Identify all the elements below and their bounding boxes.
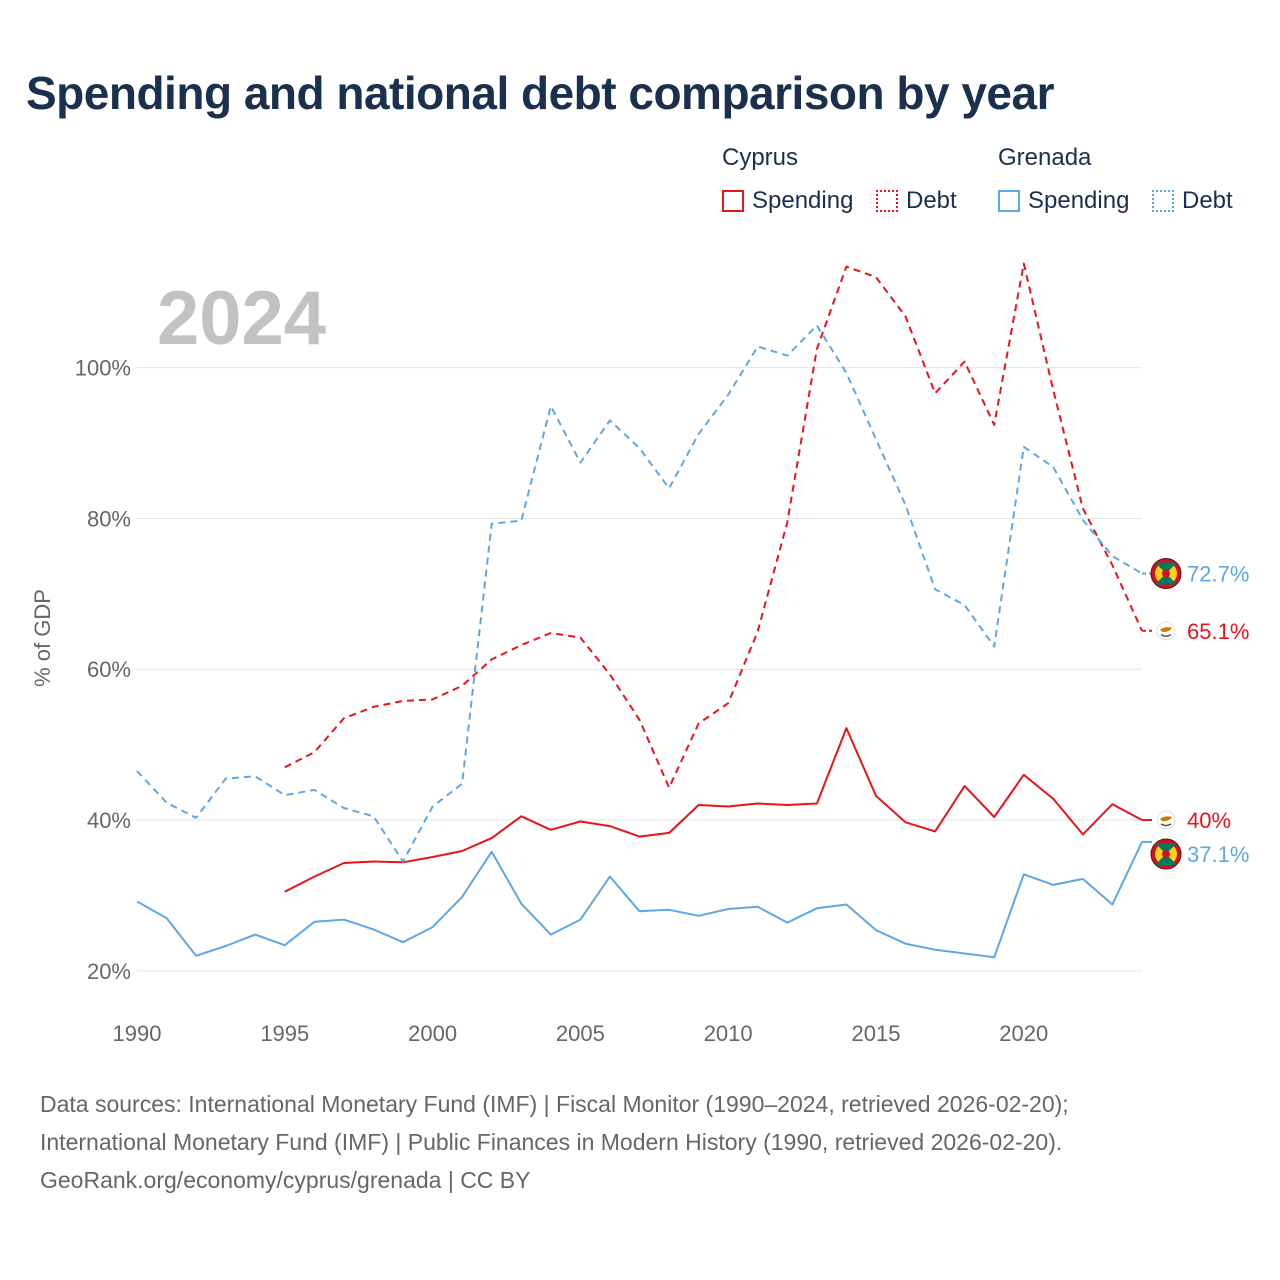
y-axis-label: % of GDP [30, 589, 55, 687]
cyprus-flag-icon [1156, 621, 1176, 641]
legend-label: Debt [906, 187, 957, 214]
gridlines [137, 367, 1142, 972]
y-axis-ticks: 20% 40% 60% 80% 100% [75, 356, 131, 984]
legend-label: Spending [1028, 187, 1130, 214]
legend-item-grenada-spending[interactable]: Spending [998, 186, 1129, 216]
legend-item-cyprus-spending[interactable]: Spending [722, 186, 853, 216]
grenada-flag-icon [1150, 557, 1182, 589]
end-value-label: 72.7% [1187, 561, 1249, 586]
legend-label: Spending [752, 187, 854, 214]
cyprus-flag-icon [1156, 810, 1176, 830]
series-lines [136, 262, 1152, 959]
end-value-label: 40% [1187, 808, 1231, 833]
legend-swatch-dotted-red [876, 190, 898, 212]
x-tick-label: 1990 [113, 1021, 162, 1046]
legend-item-cyprus-debt[interactable]: Debt [876, 186, 957, 216]
legend-label: Debt [1182, 187, 1233, 214]
x-tick-label: 2005 [556, 1021, 605, 1046]
legend-item-grenada-debt[interactable]: Debt [1152, 186, 1233, 216]
grenada-flag-icon [1150, 838, 1182, 870]
legend-swatch-dotted-blue [1152, 190, 1174, 212]
series-line-grenada-spending[interactable] [136, 841, 1143, 959]
end-value-label: 65.1% [1187, 619, 1249, 644]
y-tick-label: 60% [87, 657, 131, 682]
x-tick-label: 2015 [851, 1021, 900, 1046]
y-tick-label: 40% [87, 808, 131, 833]
footer-sources-line-1: Data sources: International Monetary Fun… [40, 1091, 1069, 1117]
year-watermark: 2024 [157, 276, 326, 361]
x-tick-label: 2010 [704, 1021, 753, 1046]
legend-swatch-solid-blue [998, 190, 1020, 212]
footer-attribution[interactable]: GeoRank.org/economy/cyprus/grenada | CC … [40, 1167, 531, 1193]
series-line-cyprus-spending[interactable] [284, 727, 1143, 893]
legend-title-grenada: Grenada [998, 144, 1092, 171]
end-flags [1150, 557, 1182, 870]
x-tick-label: 2020 [999, 1021, 1048, 1046]
x-tick-label: 2000 [408, 1021, 457, 1046]
end-value-label: 37.1% [1187, 842, 1249, 867]
y-tick-label: 80% [87, 506, 131, 531]
chart-title: Spending and national debt comparison by… [26, 67, 1055, 119]
y-tick-label: 100% [75, 356, 131, 381]
footer-sources-line-2: International Monetary Fund (IMF) | Publ… [40, 1129, 1063, 1155]
legend-swatch-solid-red [722, 190, 744, 212]
legend-title-cyprus: Cyprus [722, 144, 799, 171]
x-axis-ticks: 1990 1995 2000 2005 2010 2015 2020 [113, 1021, 1049, 1046]
series-line-grenada-debt[interactable] [136, 324, 1143, 863]
y-tick-label: 20% [87, 959, 131, 984]
series-line-cyprus-debt[interactable] [284, 262, 1143, 789]
x-tick-label: 1995 [260, 1021, 309, 1046]
end-labels: 72.7% 65.1% 40% 37.1% [1187, 561, 1249, 867]
